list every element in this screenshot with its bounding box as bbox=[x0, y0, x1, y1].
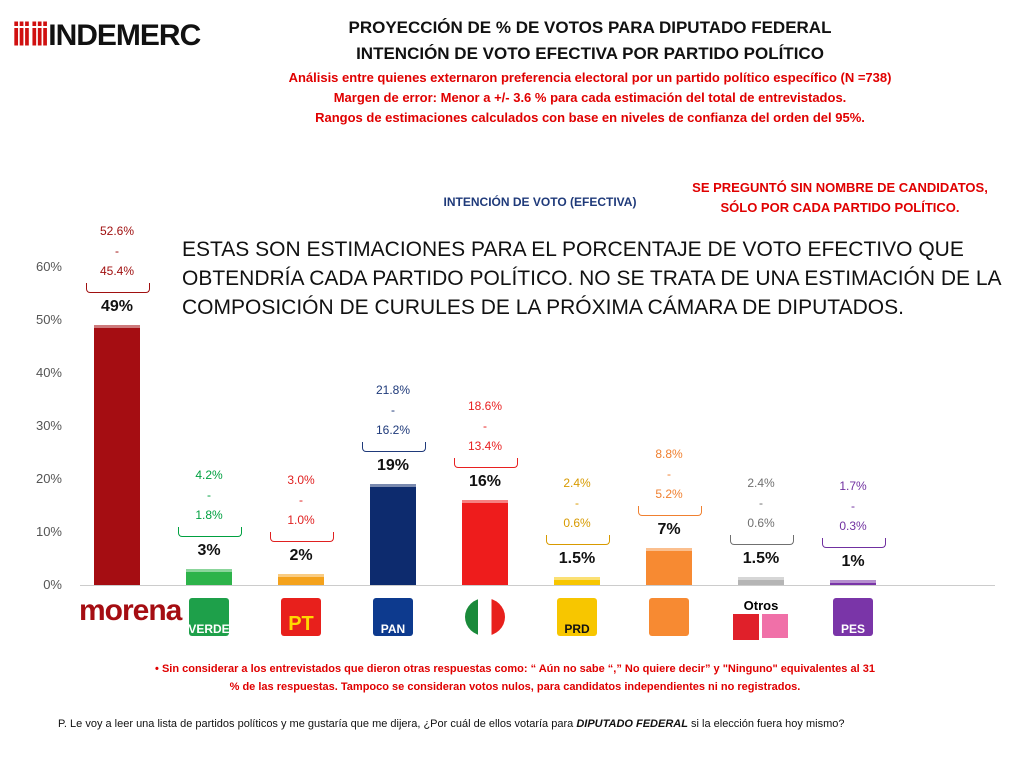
range-label: 18.6% - 13.4% bbox=[440, 396, 530, 456]
range-low: 1.0% bbox=[287, 513, 315, 528]
party-logo-4: PRI bbox=[465, 598, 505, 636]
bar-4 bbox=[462, 500, 508, 585]
range-bracket bbox=[822, 537, 886, 548]
chart-title: INTENCIÓN DE VOTO (EFECTIVA) bbox=[443, 195, 637, 209]
range-bracket bbox=[546, 535, 610, 546]
range-low: 13.4% bbox=[467, 439, 503, 454]
party-logo-2: PT bbox=[281, 598, 321, 636]
bar-value-label: 2% bbox=[289, 547, 313, 565]
page-title: PROYECCIÓN DE % DE VOTOS PARA DIPUTADO F… bbox=[348, 18, 832, 37]
footnote: • Sin considerar a los entrevistados que… bbox=[155, 663, 875, 693]
range-label: 1.7% - 0.3% bbox=[808, 476, 898, 536]
q-emphasis: DIPUTADO FEDERAL bbox=[576, 718, 688, 730]
y-tick-label: 0% bbox=[43, 577, 62, 592]
range-low: 16.2% bbox=[375, 423, 411, 438]
confidence-note: Rangos de estimaciones calculados con ba… bbox=[315, 110, 865, 125]
bar-3 bbox=[370, 484, 416, 585]
range-dash: - bbox=[299, 493, 303, 508]
range-high: 52.6% bbox=[99, 224, 135, 239]
bar-6 bbox=[646, 547, 692, 585]
range-high: 8.8% bbox=[655, 446, 683, 461]
range-high: 2.4% bbox=[747, 476, 775, 491]
y-tick-label: 10% bbox=[35, 524, 62, 539]
y-tick-label: 20% bbox=[35, 471, 62, 486]
note-line: SÓLO POR CADA PARTIDO POLÍTICO. bbox=[720, 200, 960, 215]
range-low: 0.6% bbox=[563, 516, 591, 531]
range-high: 3.0% bbox=[287, 473, 315, 488]
bar-1 bbox=[186, 569, 232, 585]
range-low: 5.2% bbox=[655, 486, 683, 501]
range-high: 18.6% bbox=[467, 399, 503, 414]
range-bracket bbox=[362, 442, 426, 453]
y-tick-label: 30% bbox=[35, 418, 62, 433]
bar-value-label: 1.5% bbox=[742, 550, 780, 568]
bar-value-label: 7% bbox=[657, 520, 681, 538]
bar-value-label: 16% bbox=[468, 473, 502, 491]
range-high: 21.8% bbox=[375, 383, 411, 398]
bar-value-label: 3% bbox=[197, 542, 221, 560]
range-bracket bbox=[86, 283, 150, 294]
indemerc-logo: ⅲⅲINDEMERC bbox=[12, 19, 201, 52]
range-dash: - bbox=[115, 244, 119, 259]
party-logo-morena: morena bbox=[79, 594, 182, 627]
x-axis bbox=[80, 585, 995, 586]
bar-2 bbox=[278, 574, 324, 585]
party-logo-8: PES bbox=[833, 598, 873, 636]
range-dash: - bbox=[667, 466, 671, 481]
range-bracket bbox=[270, 532, 334, 543]
range-bracket bbox=[178, 527, 242, 538]
party-logo-rsp bbox=[733, 614, 759, 640]
range-dash: - bbox=[851, 498, 855, 513]
range-dash: - bbox=[575, 496, 579, 511]
party-logo-3: PAN bbox=[373, 598, 413, 636]
range-bracket bbox=[638, 505, 702, 516]
range-low: 0.6% bbox=[747, 516, 775, 531]
range-high: 4.2% bbox=[195, 468, 223, 483]
y-tick-label: 60% bbox=[35, 259, 62, 274]
q-text-end: si la elección fuera hoy mismo? bbox=[687, 718, 845, 730]
range-high: 2.4% bbox=[563, 476, 591, 491]
error-margin-note: Margen de error: Menor a +/- 3.6 % para … bbox=[333, 90, 847, 105]
bar-value-label: 19% bbox=[376, 457, 410, 475]
bar-value-label: 1% bbox=[841, 552, 865, 570]
range-low: 1.8% bbox=[195, 508, 223, 523]
party-logo-1: VERDE bbox=[188, 598, 230, 636]
range-dash: - bbox=[759, 496, 763, 511]
survey-question: P. Le voy a leer una lista de partidos p… bbox=[58, 718, 844, 730]
range-dash: - bbox=[391, 403, 395, 418]
others-label: Otros bbox=[743, 598, 779, 613]
bar-8 bbox=[830, 579, 876, 585]
bar-value-label: 1.5% bbox=[558, 550, 596, 568]
party-logo-6: MOVIMIENTO CIUDADANO bbox=[649, 598, 689, 636]
bar-7 bbox=[738, 577, 784, 585]
no-candidates-note: SE PREGUNTÓ SIN NOMBRE DE CANDIDATOS, SÓL… bbox=[660, 178, 1020, 218]
range-label: 2.4% - 0.6% bbox=[716, 473, 806, 533]
range-label: 4.2% - 1.8% bbox=[164, 465, 254, 525]
bar-5 bbox=[554, 577, 600, 585]
note-line: SE PREGUNTÓ SIN NOMBRE DE CANDIDATOS, bbox=[692, 180, 988, 195]
range-bracket bbox=[730, 535, 794, 546]
range-dash: - bbox=[483, 419, 487, 434]
party-logo-5: PRD bbox=[557, 598, 597, 636]
bar-value-label: 49% bbox=[100, 298, 134, 316]
range-dash: - bbox=[207, 488, 211, 503]
party-logo-fuerza-mexico bbox=[762, 614, 788, 638]
y-tick-label: 40% bbox=[35, 365, 62, 380]
range-label: 8.8% - 5.2% bbox=[624, 444, 714, 504]
page-subtitle: INTENCIÓN DE VOTO EFECTIVA POR PARTIDO P… bbox=[356, 44, 824, 63]
range-label: 3.0% - 1.0% bbox=[256, 470, 346, 530]
range-low: 0.3% bbox=[839, 518, 867, 533]
range-label: 2.4% - 0.6% bbox=[532, 473, 622, 533]
q-text: P. Le voy a leer una lista de partidos p… bbox=[58, 718, 577, 730]
disclaimer-text: ESTAS SON ESTIMACIONES PARA EL PORCENTAJ… bbox=[182, 238, 1001, 319]
bar-0 bbox=[94, 325, 140, 585]
range-label: 21.8% - 16.2% bbox=[348, 380, 438, 440]
range-low: 45.4% bbox=[99, 264, 135, 279]
range-high: 1.7% bbox=[839, 478, 867, 493]
analysis-note: Análisis entre quienes externaron prefer… bbox=[288, 70, 892, 85]
range-label: 52.6% - 45.4% bbox=[72, 221, 162, 281]
y-tick-label: 50% bbox=[35, 312, 62, 327]
range-bracket bbox=[454, 458, 518, 469]
